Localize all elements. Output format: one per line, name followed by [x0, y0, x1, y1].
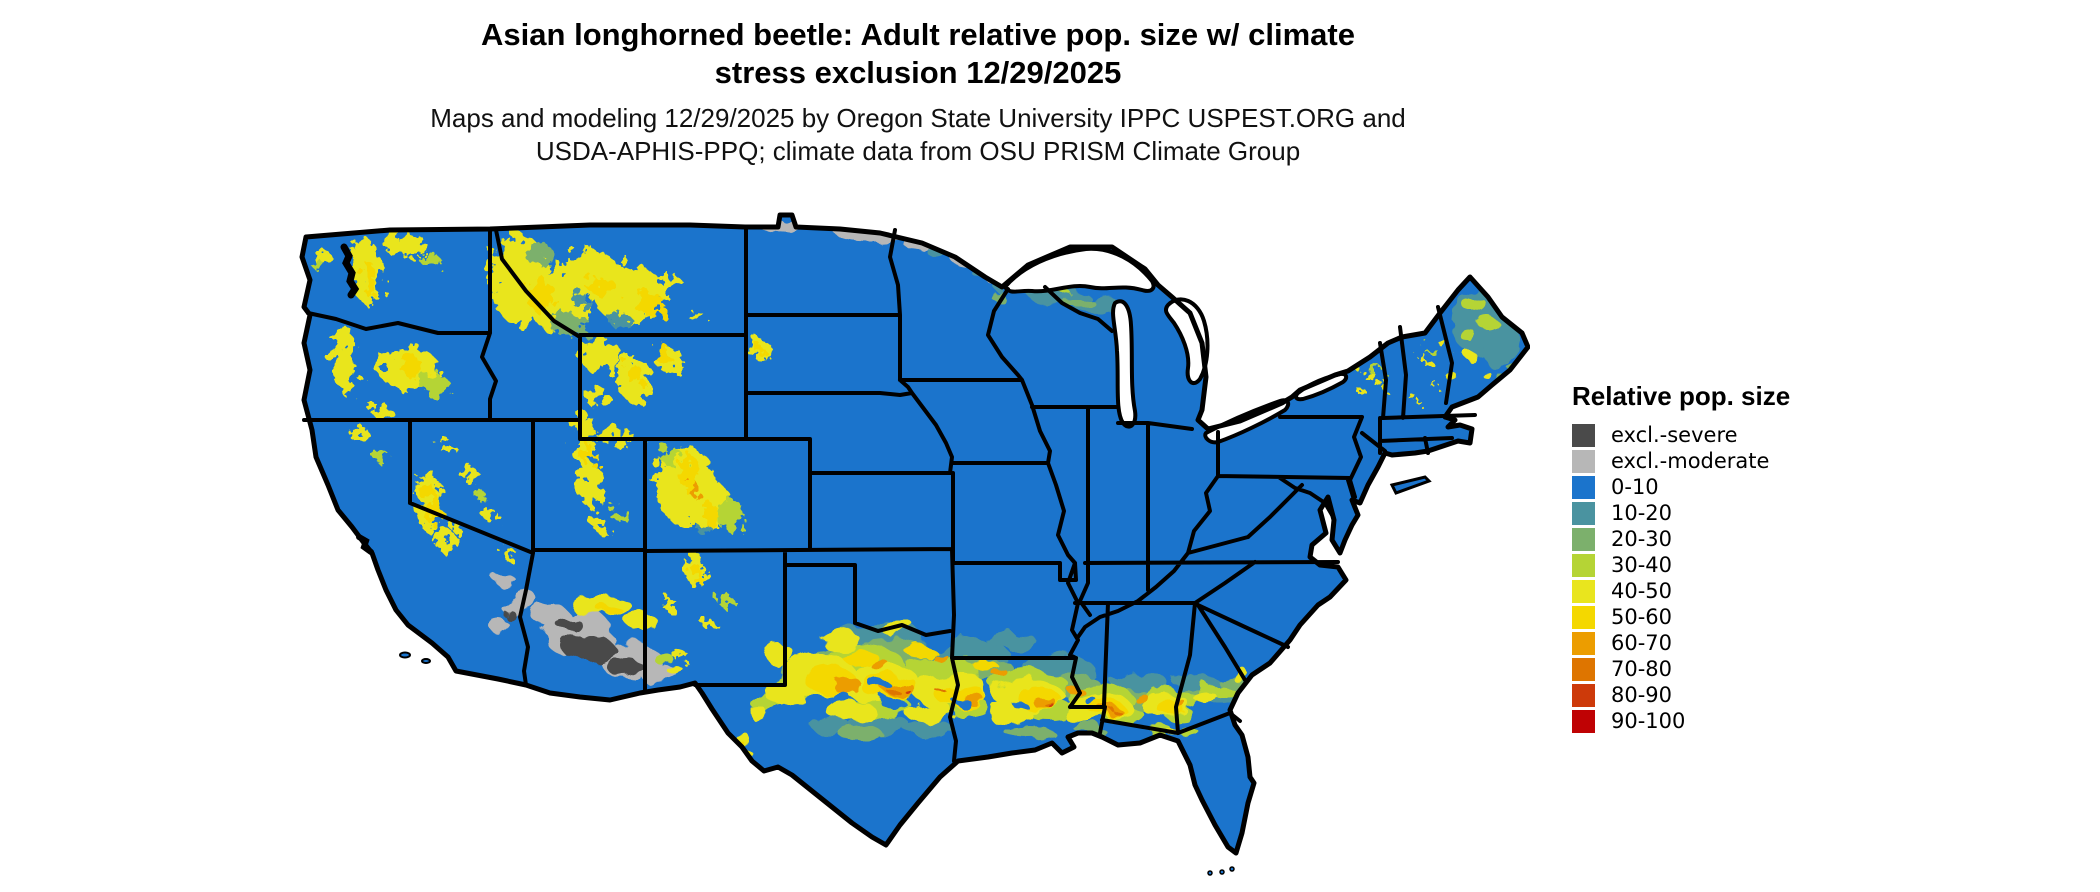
- legend-label: 70-80: [1611, 656, 1673, 681]
- legend-label: 40-50: [1611, 578, 1673, 603]
- page-title: Asian longhorned beetle: Adult relative …: [481, 17, 1355, 90]
- legend-label: 0-10: [1611, 474, 1659, 499]
- florida-keys: [1207, 866, 1235, 876]
- legend-swatch: [1572, 605, 1595, 629]
- legend-swatch: [1572, 579, 1595, 603]
- legend-row: 30-40: [1572, 552, 1902, 578]
- lake-huron: [1163, 297, 1210, 385]
- legend-row: 40-50: [1572, 578, 1902, 604]
- legend-swatch: [1572, 475, 1595, 499]
- legend-label: excl.-severe: [1611, 422, 1738, 447]
- legend-row: 50-60: [1572, 604, 1902, 630]
- legend-row: excl.-moderate: [1572, 448, 1902, 474]
- puget-sound-icon: [340, 243, 360, 299]
- legend-rows: excl.-severe excl.-moderate 0-10 10-20 2…: [1572, 422, 1902, 734]
- patch-speckle-group: [312, 233, 1450, 660]
- legend-row: 0-10: [1572, 474, 1902, 500]
- legend-label: 50-60: [1611, 604, 1673, 629]
- legend-row: 60-70: [1572, 630, 1902, 656]
- long-island: [1389, 475, 1432, 495]
- state-borders: [302, 228, 1477, 763]
- coastal-details: [340, 243, 1432, 876]
- us-map: [240, 185, 1530, 885]
- us-map-svg: [240, 185, 1530, 876]
- lake-superior: [1003, 246, 1156, 294]
- sf-bay-icon: [356, 534, 374, 555]
- legend-swatch: [1572, 423, 1595, 447]
- legend-swatch: [1572, 631, 1595, 655]
- legend: Relative pop. size excl.-severe excl.-mo…: [1572, 381, 1902, 734]
- channel-islands: [399, 651, 431, 664]
- legend-label: 20-30: [1611, 526, 1673, 551]
- legend-row: 80-90: [1572, 682, 1902, 708]
- legend-swatch: [1572, 501, 1595, 525]
- legend-swatch: [1572, 683, 1595, 707]
- legend-row: 90-100: [1572, 708, 1902, 734]
- legend-label: 80-90: [1611, 682, 1673, 707]
- legend-label: 90-100: [1611, 708, 1686, 733]
- raster-patches: [312, 220, 1526, 761]
- legend-swatch: [1572, 553, 1595, 577]
- legend-label: 30-40: [1611, 552, 1673, 577]
- legend-title: Relative pop. size: [1572, 381, 1791, 411]
- legend-swatch: [1572, 449, 1595, 473]
- legend-label: 10-20: [1611, 500, 1673, 525]
- legend-row: excl.-severe: [1572, 422, 1902, 448]
- legend-label: excl.-moderate: [1611, 448, 1770, 473]
- legend-row: 70-80: [1572, 656, 1902, 682]
- legend-label: 60-70: [1611, 630, 1673, 655]
- page-subtitle: Maps and modeling 12/29/2025 by Oregon S…: [430, 102, 1406, 166]
- header: Asian longhorned beetle: Adult relative …: [0, 16, 1836, 168]
- legend-swatch: [1572, 527, 1595, 551]
- patch-band-group: [488, 220, 1526, 761]
- legend-row: 20-30: [1572, 526, 1902, 552]
- legend-row: 10-20: [1572, 500, 1902, 526]
- legend-swatch: [1572, 709, 1595, 733]
- legend-swatch: [1572, 657, 1595, 681]
